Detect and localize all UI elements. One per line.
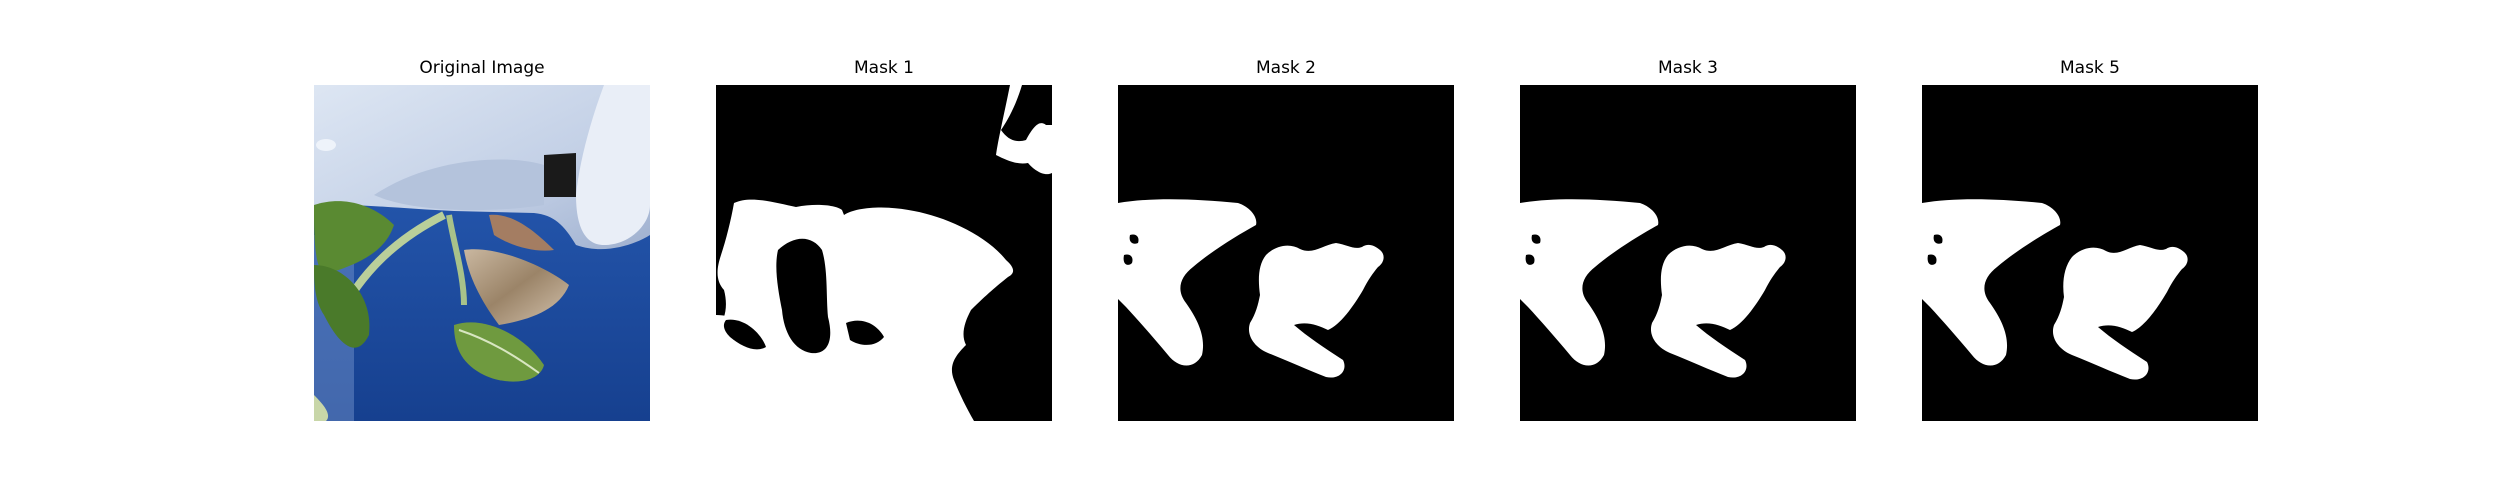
mask-3-panel [1520, 85, 1856, 421]
mask-1-image [716, 85, 1052, 421]
mask-2-image [1118, 85, 1454, 421]
panel-title-mask-3: Mask 3 [1657, 58, 1718, 78]
mask-2-panel [1118, 85, 1454, 421]
original-image-panel [314, 85, 650, 421]
mask-3-shape [1520, 199, 1786, 378]
mask-5-image [1922, 85, 2258, 421]
panel-title-mask-2: Mask 2 [1255, 58, 1316, 78]
original-image [314, 85, 650, 421]
mask-2-shape [1118, 199, 1384, 378]
mask-5-panel [1922, 85, 2258, 421]
mask-5-shape [1922, 199, 2188, 380]
mask-3-image [1520, 85, 1856, 421]
panel-title-mask-5: Mask 5 [2059, 58, 2120, 78]
panel-title-original-image: Original Image [419, 58, 545, 78]
mask-1-panel [716, 85, 1052, 421]
panel-title-mask-1: Mask 1 [853, 58, 914, 78]
